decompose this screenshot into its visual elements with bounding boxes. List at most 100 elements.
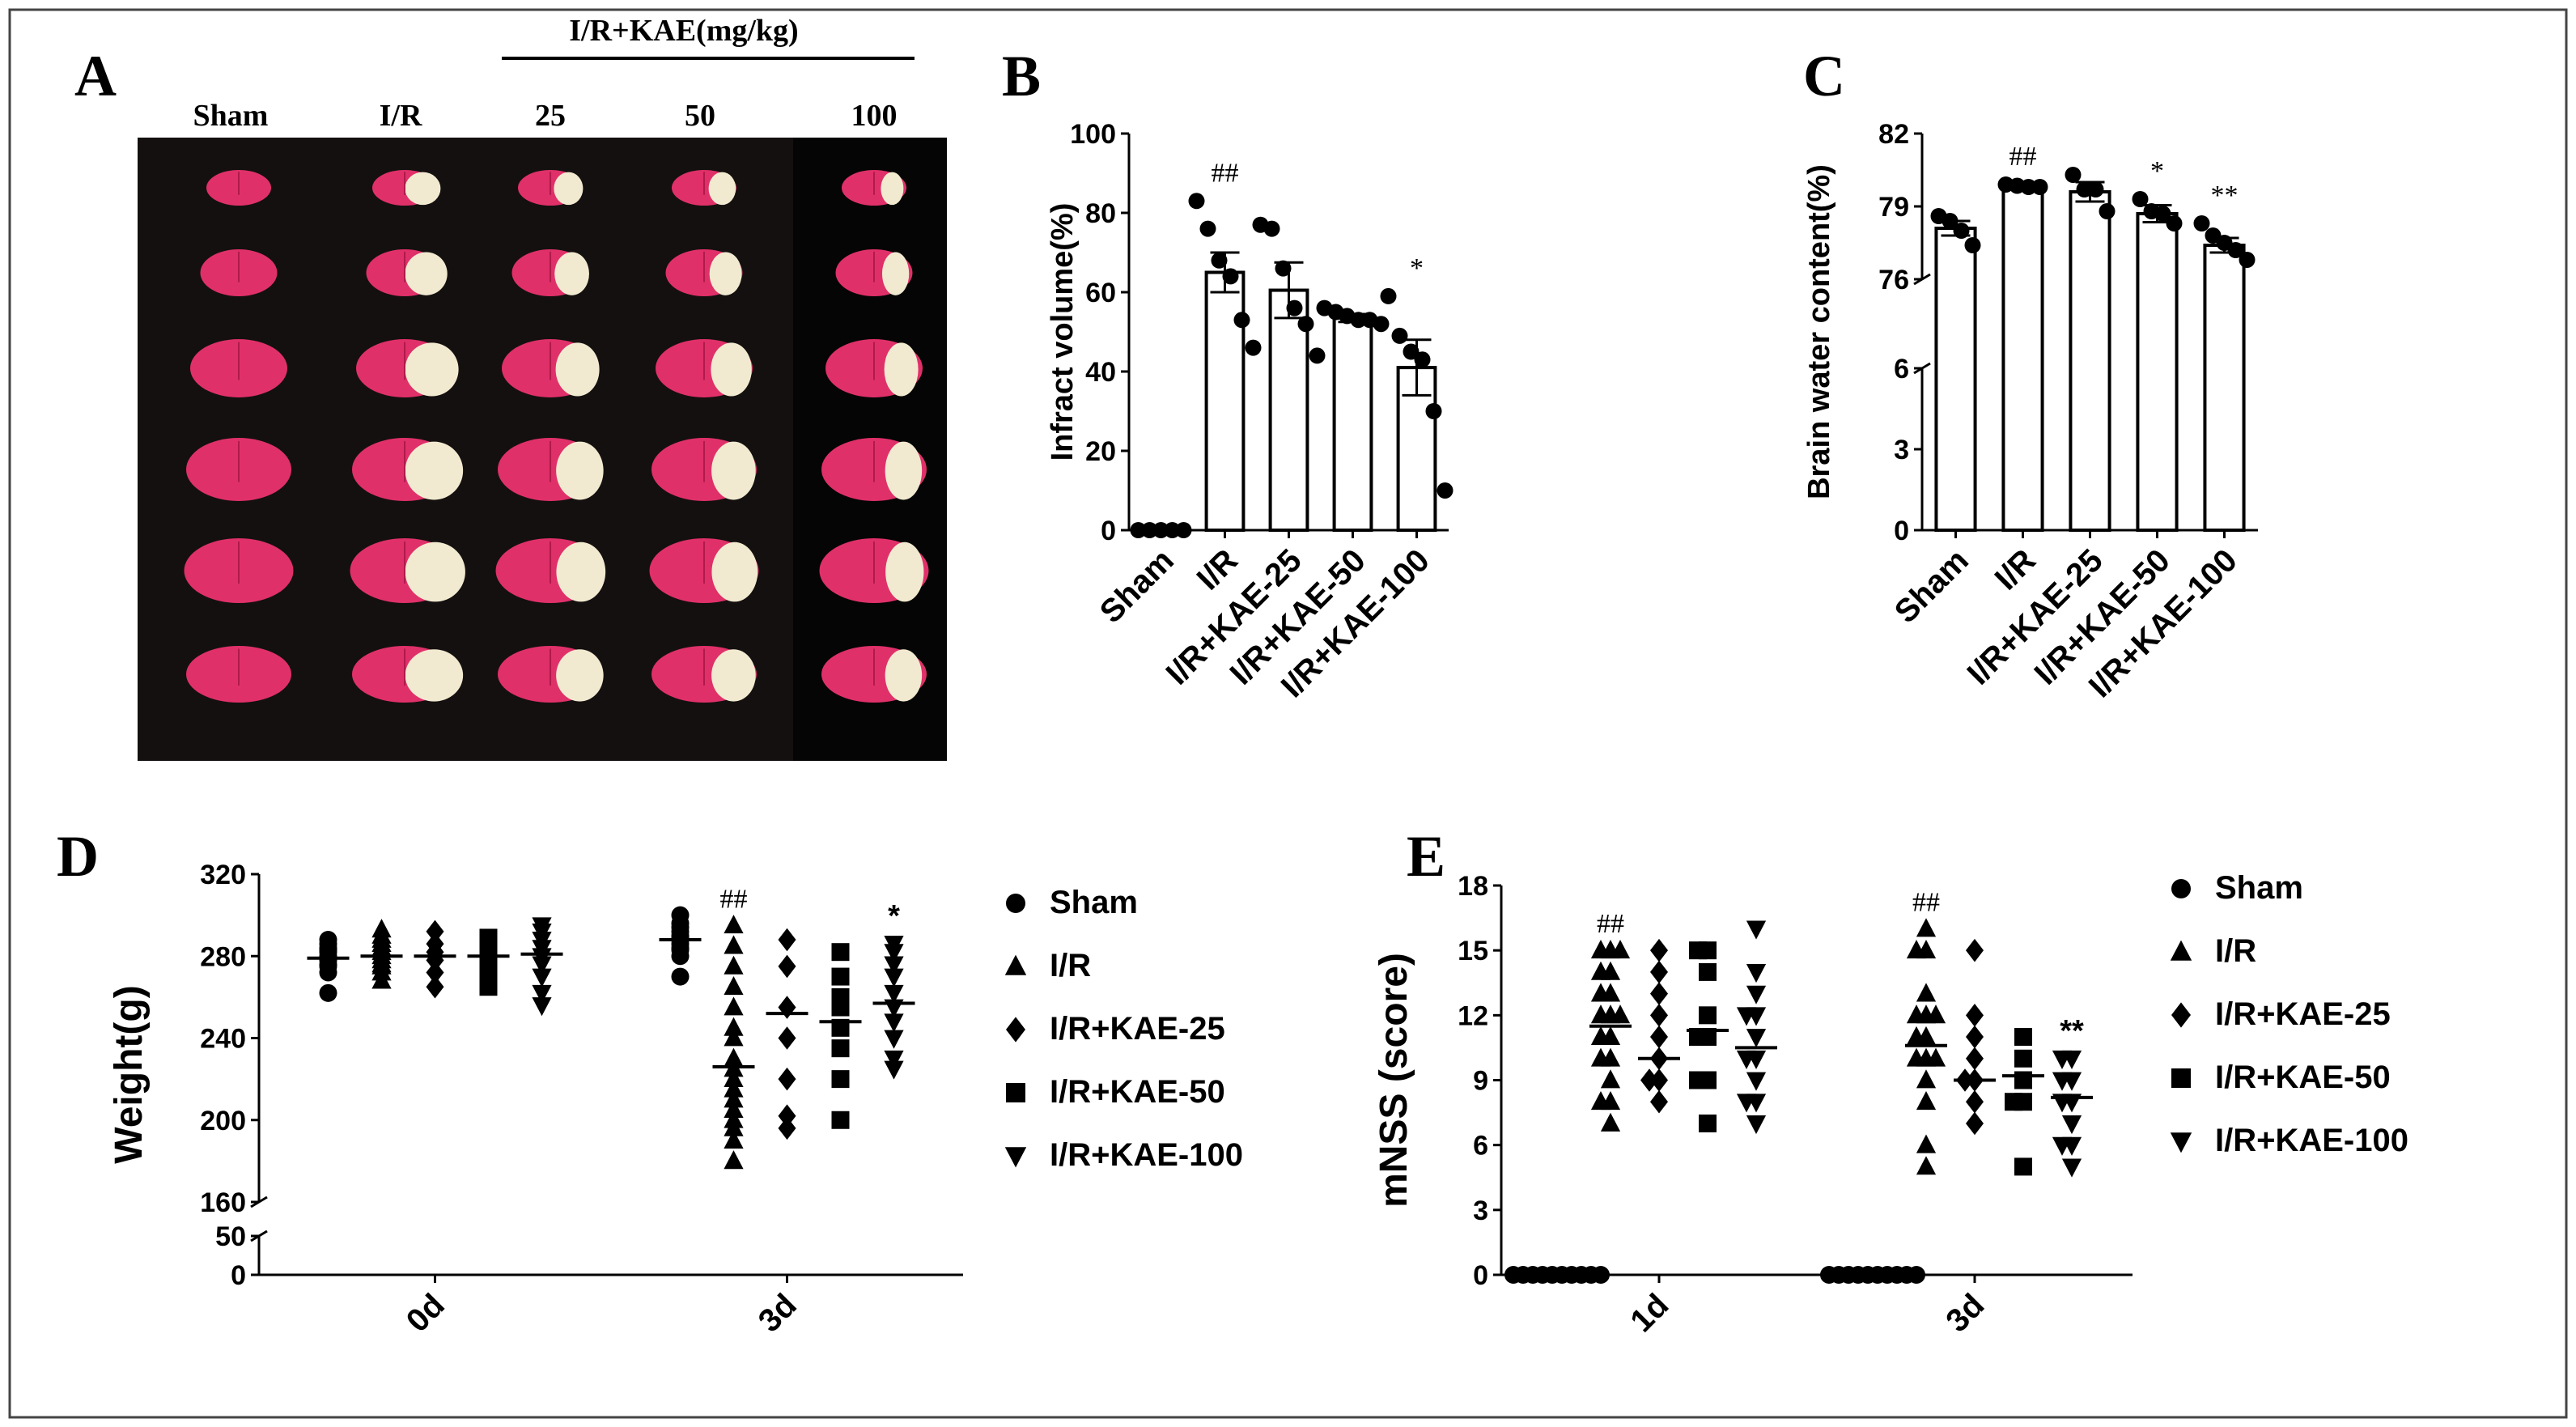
legend-marker <box>2171 879 2191 898</box>
data-point <box>1391 327 1408 344</box>
data-point <box>1736 1050 1757 1069</box>
data-point <box>884 1030 904 1049</box>
panel-label-e: E <box>1407 824 1445 889</box>
data-point <box>426 975 444 999</box>
data-point <box>1275 260 1292 277</box>
data-point <box>371 919 392 938</box>
data-point <box>1175 522 1192 538</box>
panel-a-col-ir: I/R <box>380 99 422 133</box>
x-tick-label: 3d <box>1939 1287 1991 1339</box>
data-point <box>1908 1266 1925 1284</box>
data-point <box>1916 1134 1937 1153</box>
bar <box>2069 190 2111 532</box>
data-point <box>831 967 850 986</box>
y-tick-label: 76 <box>1878 265 1909 295</box>
y-tick-label: 320 <box>200 860 246 890</box>
data-point <box>1746 1115 1767 1135</box>
bar <box>2001 185 2044 532</box>
data-point <box>724 1017 744 1036</box>
data-point <box>1600 1112 1621 1132</box>
data-point <box>1925 1004 1946 1024</box>
y-tick-label: 40 <box>1085 357 1116 388</box>
y-tick-label: 9 <box>1473 1066 1488 1097</box>
data-point <box>1689 941 1707 960</box>
legend-label: I/R+KAE-100 <box>2215 1123 2408 1158</box>
data-point <box>1966 938 1984 962</box>
data-point <box>724 1078 744 1098</box>
data-point <box>1916 918 1937 937</box>
data-point <box>831 1018 850 1037</box>
data-point <box>1966 1111 1984 1136</box>
legend-marker <box>2170 1132 2192 1153</box>
data-point <box>1820 1266 1838 1284</box>
bar <box>2203 244 2246 532</box>
infarct-region <box>885 649 923 702</box>
data-point <box>2061 1158 2082 1178</box>
data-point <box>1953 223 1970 239</box>
infarct-region <box>881 172 904 206</box>
significance-label: ## <box>1597 909 1624 939</box>
data-point <box>778 1026 796 1050</box>
data-point <box>2014 1071 2032 1089</box>
data-point <box>671 941 690 959</box>
data-point <box>884 984 904 1004</box>
data-point <box>2193 215 2210 231</box>
significance-label: * <box>888 899 900 933</box>
data-point <box>1650 1025 1668 1049</box>
panel-c-chart: 0 3 6 76 79 82 Brain water content(%) Sham ## I/R… <box>1802 119 2258 704</box>
data-point <box>1916 1069 1937 1089</box>
data-point <box>1699 962 1717 981</box>
infarct-region <box>405 649 464 702</box>
data-point <box>1916 983 1937 1002</box>
infarct-region <box>556 441 604 500</box>
data-point <box>1425 403 1442 419</box>
panel-a-group-header: I/R+KAE(mg/kg) <box>569 14 798 48</box>
data-point <box>1373 316 1390 333</box>
data-point <box>2132 191 2149 207</box>
x-tick-label: 3d <box>752 1287 804 1339</box>
legend-marker <box>1006 1017 1025 1043</box>
data-point <box>2227 242 2244 258</box>
y-tick-label: 80 <box>1085 198 1116 229</box>
y-tick-label: 6 <box>1894 354 1909 384</box>
data-point <box>2061 1115 2082 1135</box>
data-point <box>2014 1049 2032 1068</box>
infarct-region <box>554 252 589 295</box>
data-point <box>1350 312 1367 329</box>
data-point <box>2031 179 2048 195</box>
data-point <box>1211 252 1228 269</box>
data-point <box>1650 1089 1668 1114</box>
significance-label: ## <box>1912 887 1940 917</box>
data-point <box>671 928 690 947</box>
data-point <box>1600 1069 1621 1089</box>
data-point <box>1650 982 1668 1005</box>
legend-label: I/R+KAE-50 <box>2215 1060 2391 1095</box>
y-tick-label: 20 <box>1085 436 1116 467</box>
data-point <box>1590 961 1611 980</box>
data-point <box>1164 522 1181 538</box>
infarct-region <box>881 252 910 295</box>
data-point <box>2052 1050 2073 1069</box>
x-tick-label: Sham <box>1093 542 1181 630</box>
y-tick-label: 82 <box>1878 119 1909 150</box>
data-point <box>1286 299 1303 316</box>
data-point <box>1736 1007 1757 1026</box>
data-point <box>532 997 552 1017</box>
data-point <box>778 1116 796 1140</box>
legend-label: Sham <box>1050 885 1138 920</box>
data-point <box>426 932 444 956</box>
y-tick-label: 12 <box>1458 1000 1488 1031</box>
data-point <box>1504 1266 1522 1284</box>
data-point <box>1263 220 1280 237</box>
data-point <box>1746 1029 1767 1048</box>
data-point <box>831 943 850 962</box>
data-point <box>1130 522 1147 538</box>
data-point <box>1906 939 1927 959</box>
data-point <box>778 996 796 1019</box>
data-point <box>884 936 904 955</box>
data-point <box>724 1047 744 1067</box>
data-point <box>1966 1047 1984 1071</box>
infarct-region <box>711 541 758 602</box>
data-point <box>884 956 904 975</box>
panel-label-b: B <box>1002 44 1041 108</box>
